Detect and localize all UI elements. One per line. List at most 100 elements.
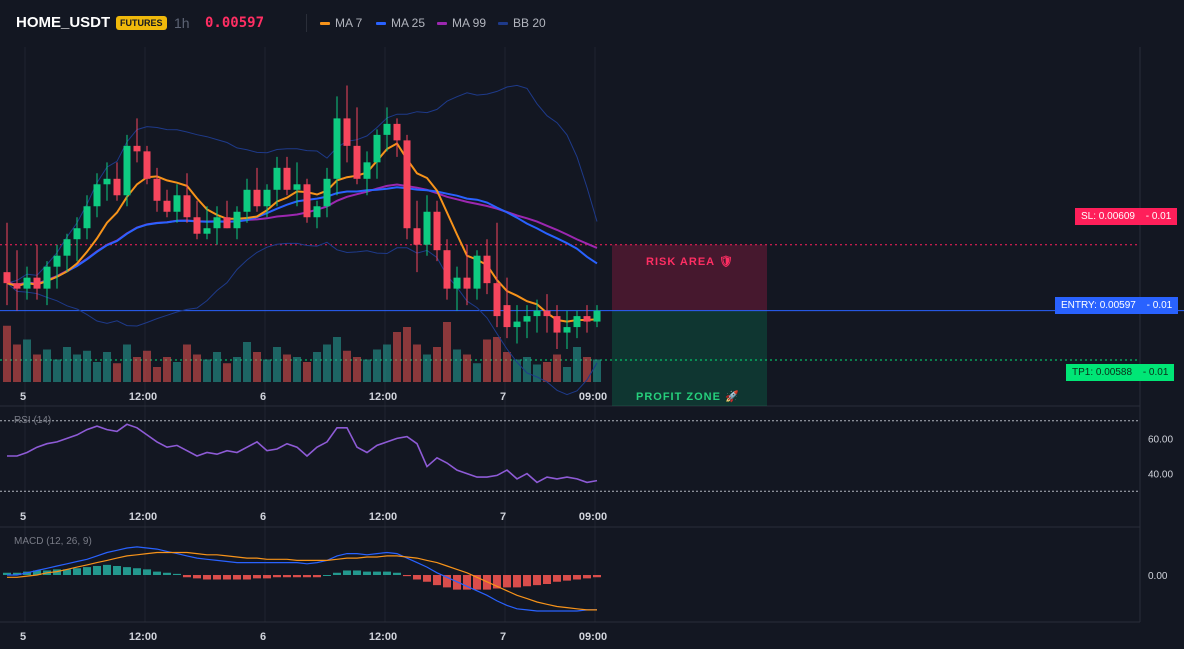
legend-swatch xyxy=(437,21,447,25)
volume-bar xyxy=(103,352,111,382)
volume-bar xyxy=(303,362,311,382)
volume-bar xyxy=(113,363,121,382)
candle-body xyxy=(513,321,521,328)
candle-body xyxy=(413,228,421,245)
macd-histogram-bar xyxy=(313,575,321,578)
tp1-label: TP1: 0.00588 xyxy=(1072,367,1133,378)
candle-body xyxy=(523,316,531,322)
macd-histogram-bar xyxy=(523,575,531,587)
candle-body xyxy=(583,316,591,322)
candle-body xyxy=(383,123,391,135)
candle-body xyxy=(293,184,301,190)
macd-histogram-bar xyxy=(183,575,191,578)
volume-bar xyxy=(413,344,421,382)
macd-histogram-bar xyxy=(163,572,171,575)
macd-histogram-bar xyxy=(413,575,421,580)
macd-histogram-bar xyxy=(543,575,551,584)
candle-body xyxy=(13,283,21,289)
candle-body xyxy=(393,123,401,141)
candle-body xyxy=(533,310,541,317)
macd-histogram-bar xyxy=(473,575,481,590)
candle-body xyxy=(163,200,171,212)
volume-bar xyxy=(483,339,491,382)
volume-bar xyxy=(353,357,361,382)
rsi-axis-label: 60.00 xyxy=(1148,434,1173,445)
volume-bar xyxy=(543,362,551,382)
candle-body xyxy=(53,255,61,267)
legend-ma99[interactable]: MA 99 xyxy=(437,16,486,30)
candle-body xyxy=(573,316,581,328)
macd-histogram-bar xyxy=(363,571,371,575)
legend-bb20[interactable]: BB 20 xyxy=(498,16,546,30)
volume-bar xyxy=(133,357,141,382)
time-axis-label: 12:00 xyxy=(369,511,397,523)
futures-badge: FUTURES xyxy=(116,16,167,30)
volume-bar xyxy=(533,364,541,382)
volume-bar xyxy=(43,349,51,382)
volume-bar xyxy=(363,359,371,382)
volume-bar xyxy=(283,354,291,382)
macd-histogram-bar xyxy=(493,575,501,589)
entry-delta: - 0.01 xyxy=(1146,300,1173,311)
candle-body xyxy=(253,189,261,207)
time-axis-label: 12:00 xyxy=(369,631,397,643)
symbol-name[interactable]: HOME_USDT xyxy=(16,14,111,31)
legend-label: MA 25 xyxy=(391,16,426,30)
header-divider xyxy=(306,14,307,32)
volume-bar xyxy=(263,359,271,382)
volume-bar xyxy=(553,354,561,382)
candle-body xyxy=(303,184,311,218)
volume-bar xyxy=(163,357,171,382)
volume-bar xyxy=(193,354,201,382)
candle-body xyxy=(363,162,371,179)
candle-body xyxy=(43,266,51,289)
profit-zone xyxy=(612,310,767,406)
volume-bar xyxy=(513,359,521,382)
macd-histogram-bar xyxy=(403,575,411,577)
risk-area-label: RISK AREA 🛡 xyxy=(646,256,734,268)
candle-body xyxy=(423,211,431,245)
candle-body xyxy=(473,255,481,289)
macd-histogram-bar xyxy=(503,575,511,588)
macd-histogram-bar xyxy=(593,575,601,578)
macd-histogram-bar xyxy=(243,575,251,580)
macd-histogram-bar xyxy=(193,575,201,579)
volume-bar xyxy=(453,349,461,382)
bb-lower-line xyxy=(6,241,598,396)
candle-body xyxy=(133,145,141,152)
volume-bar xyxy=(33,354,41,382)
candle-body xyxy=(443,250,451,289)
candle-body xyxy=(283,167,291,190)
macd-histogram-bar xyxy=(253,575,261,579)
macd-histogram-bar xyxy=(383,571,391,575)
legend-ma25[interactable]: MA 25 xyxy=(376,16,425,30)
volume-bar xyxy=(223,363,231,382)
time-axis-label: 12:00 xyxy=(129,631,157,643)
candle-body xyxy=(143,151,151,179)
candle-body xyxy=(103,178,111,185)
candle-body xyxy=(153,178,161,201)
macd-histogram-bar xyxy=(573,575,581,580)
ma7-line xyxy=(6,142,598,323)
candle-body xyxy=(313,206,321,218)
macd-axis-label: 0.00 xyxy=(1148,571,1168,582)
chart-header: HOME_USDT FUTURES 1h 0.00597 MA 7 MA 25 … xyxy=(0,0,1184,46)
macd-histogram-bar xyxy=(153,571,161,575)
volume-bar xyxy=(393,332,401,382)
volume-bar xyxy=(213,352,221,382)
time-axis-label: 09:00 xyxy=(579,391,607,403)
time-axis-label: 09:00 xyxy=(579,511,607,523)
macd-histogram-bar xyxy=(433,575,441,586)
legend-ma7[interactable]: MA 7 xyxy=(320,16,362,30)
volume-bar xyxy=(463,354,471,382)
timeframe-label[interactable]: 1h xyxy=(174,15,190,31)
macd-histogram-bar xyxy=(133,568,141,575)
volume-bar xyxy=(573,347,581,382)
volume-bar xyxy=(253,352,261,382)
volume-bar xyxy=(153,367,161,382)
legend-label: BB 20 xyxy=(513,16,546,30)
volume-bar xyxy=(433,347,441,382)
macd-histogram-bar xyxy=(423,575,431,582)
volume-bar xyxy=(373,349,381,382)
